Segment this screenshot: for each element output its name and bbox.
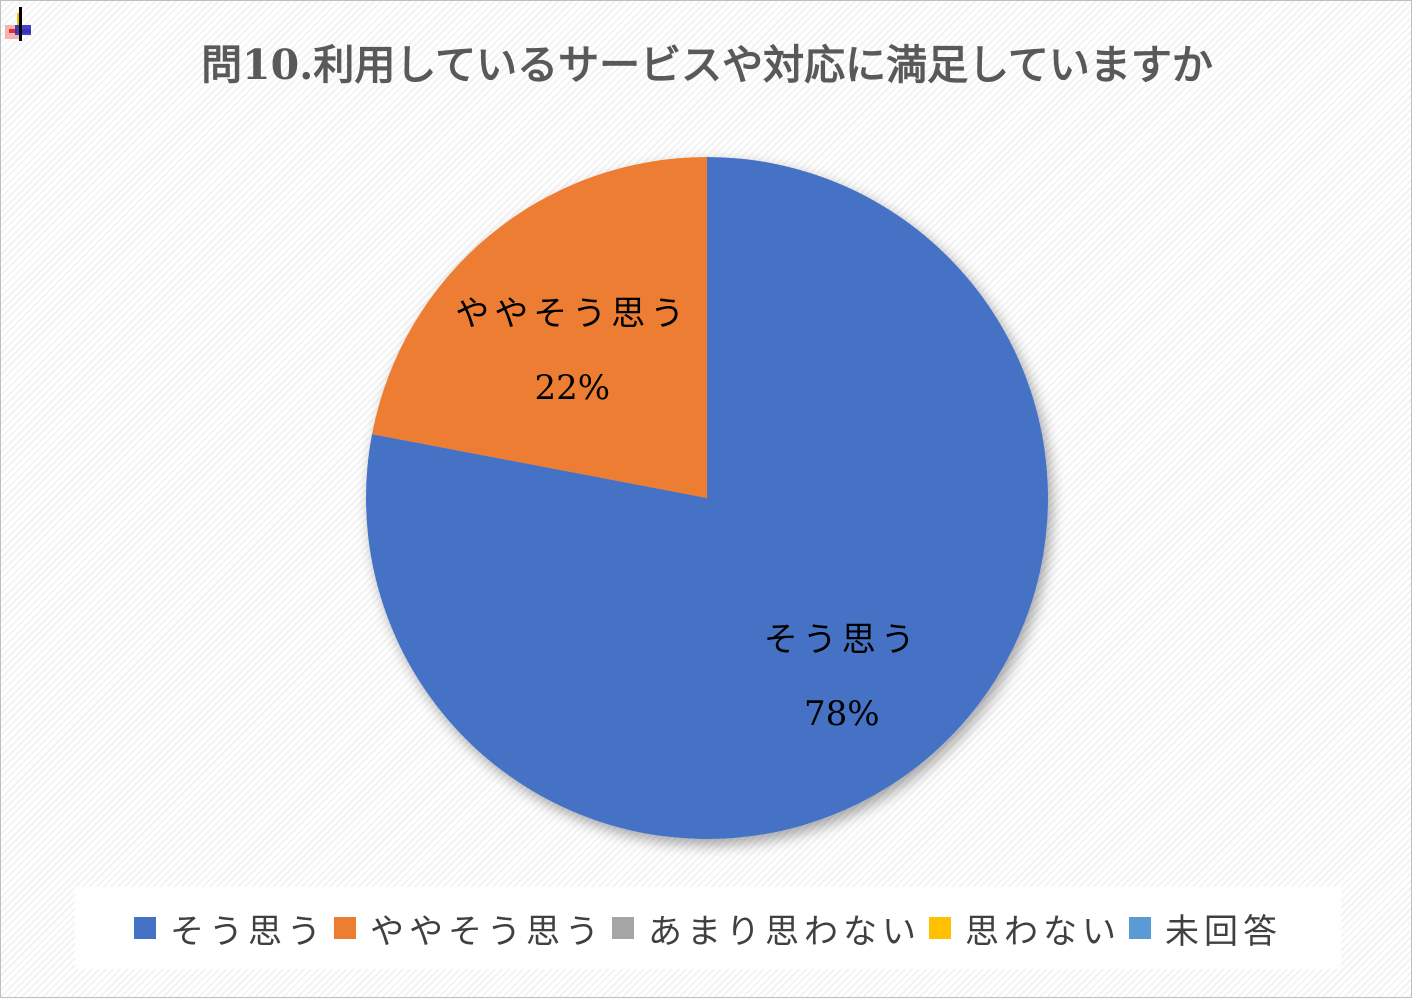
legend-label: そう思う: [170, 911, 326, 952]
legend-swatch: [929, 917, 951, 939]
legend-item-sou-omou: そう思う: [134, 904, 326, 953]
legend-item-mikaitou: 未回答: [1129, 904, 1282, 953]
chart-legend: そう思う ややそう思う あまり思わない 思わない 未回答: [75, 887, 1341, 969]
legend-label: あまり思わない: [648, 911, 921, 952]
legend-label: ややそう思う: [370, 911, 604, 952]
legend-label: 思わない: [965, 911, 1121, 952]
legend-item-omowanai: 思わない: [929, 904, 1121, 953]
pie-data-labels: そう思う 78% ややそう思う 22%: [455, 294, 920, 734]
pie-slice-1: [372, 157, 707, 498]
legend-swatch: [334, 917, 356, 939]
data-label-value-1: 22%: [534, 368, 610, 408]
data-label-value-0: 78%: [804, 694, 880, 734]
legend-label: 未回答: [1165, 911, 1282, 952]
pie-slices: [365, 157, 1048, 839]
data-label-category-0: そう思う: [764, 620, 920, 660]
legend-swatch: [612, 917, 634, 939]
chart-title: 問10.利用しているサービスや対応に満足していますか: [201, 41, 1213, 89]
legend-item-amari-omowanai: あまり思わない: [612, 904, 921, 953]
legend-swatch: [1129, 917, 1151, 939]
legend-item-yaya-sou-omou: ややそう思う: [334, 904, 604, 953]
chart-move-handle-icon[interactable]: [3, 3, 39, 45]
legend-swatch: [134, 917, 156, 939]
data-label-category-1: ややそう思う: [455, 294, 689, 334]
